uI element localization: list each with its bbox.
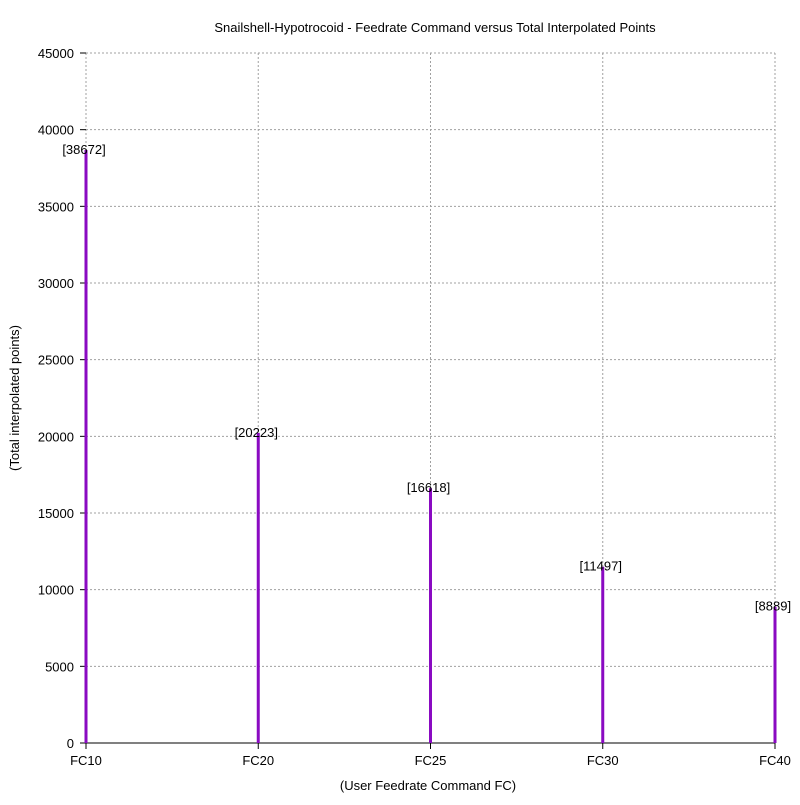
y-tick-label: 45000 <box>38 46 74 61</box>
x-tick-label: FC30 <box>587 753 619 768</box>
y-axis-label: (Total interpolated points) <box>7 325 22 471</box>
data-label: [8889] <box>755 599 791 614</box>
chart-title: Snailshell-Hypotrocoid - Feedrate Comman… <box>214 20 656 35</box>
y-tick-label: 10000 <box>38 583 74 598</box>
data-label: [11497] <box>580 559 622 574</box>
x-tick-label: FC20 <box>242 753 274 768</box>
x-tick-label: FC25 <box>415 753 447 768</box>
y-tick-label: 15000 <box>38 506 74 521</box>
y-tick-label: 5000 <box>45 659 74 674</box>
x-tick-label: FC40 <box>759 753 791 768</box>
x-tick-label: FC10 <box>70 753 102 768</box>
label-layer: 0 5000 10000 15000 20000 25000 30000 35000 40000… <box>38 46 791 768</box>
data-label: [20223] <box>235 425 278 440</box>
y-tick-label: 0 <box>67 736 74 751</box>
y-tick-label: 35000 <box>38 199 74 214</box>
x-axis-label: (User Feedrate Command FC) <box>340 778 516 793</box>
y-tick-label: 25000 <box>38 353 74 368</box>
bar-layer <box>84 150 777 743</box>
data-label: [38672] <box>62 142 105 157</box>
y-tick-label: 20000 <box>38 429 74 444</box>
data-label: [16618] <box>407 480 450 495</box>
y-tick-label: 40000 <box>38 123 74 138</box>
axis-layer <box>80 52 776 749</box>
y-tick-label: 30000 <box>38 276 74 291</box>
